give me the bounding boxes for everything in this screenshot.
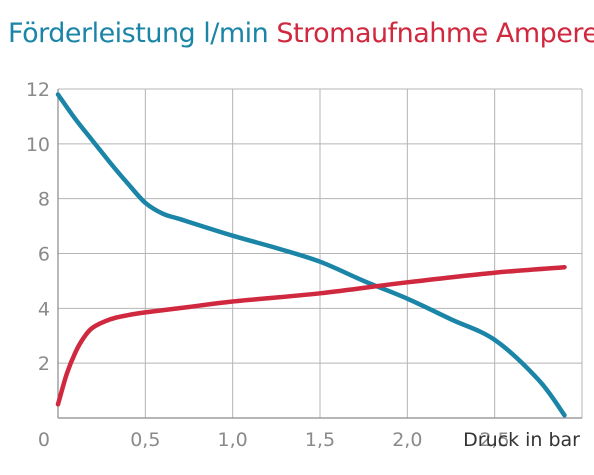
x-tick-label: 1,5: [305, 429, 335, 451]
grid: [58, 88, 583, 418]
y-tick-label: 12: [26, 79, 50, 101]
x-tick-label: 0,5: [130, 429, 160, 451]
y-tick-label: 8: [38, 189, 50, 211]
y-tick-label: 10: [26, 134, 50, 156]
y-tick-label: 4: [38, 298, 50, 320]
chart-title: Förderleistung l/min Stromaufnahme Amper…: [8, 18, 594, 49]
x-tick-label: 2,0: [392, 429, 422, 451]
x-tick-label: 2,5: [480, 429, 510, 451]
series-lines: [55, 92, 567, 418]
y-tick-label: 6: [38, 244, 50, 266]
title-foerderleistung: Förderleistung l/min: [8, 18, 269, 49]
y-tick-label: 0: [38, 429, 50, 451]
series-line-stromaufnahme: [55, 264, 567, 407]
series-line-foerderleistung: [55, 92, 567, 418]
axes: [57, 89, 582, 419]
y-tick-labels: 0 2 4 6 8 10 12: [26, 79, 50, 451]
x-tick-labels: 0,5 1,0 1,5 2,0 2,5: [130, 429, 510, 451]
x-tick-label: 1,0: [218, 429, 248, 451]
y-tick-label: 2: [38, 353, 50, 375]
title-stromaufnahme: Stromaufnahme Ampere: [276, 18, 594, 49]
x-axis-label: Druck in bar: [463, 429, 580, 451]
